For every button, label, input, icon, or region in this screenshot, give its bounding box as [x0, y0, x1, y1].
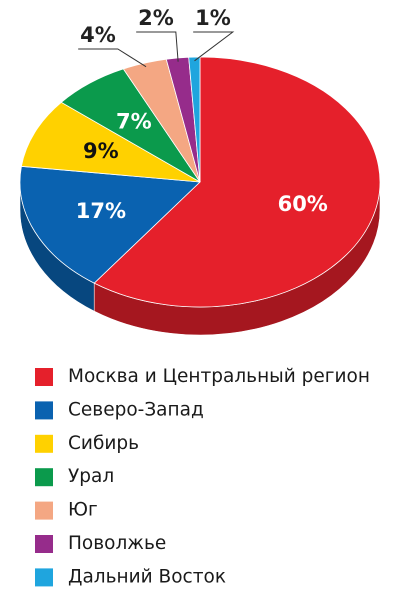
data-label: 60% [278, 192, 328, 216]
legend-label: Поволжье [68, 533, 166, 554]
legend-swatch [35, 535, 53, 553]
legend-label: Урал [68, 466, 114, 487]
data-label: 9% [83, 139, 119, 163]
pie-slice [20, 101, 201, 183]
pie-slice [93, 56, 381, 308]
data-label: 7% [116, 110, 152, 134]
data-label: 4% [80, 23, 116, 47]
legend-label: Северо-Запад [68, 399, 204, 420]
legend-swatch [35, 368, 53, 386]
legend-label: Москва и Центральный регион [68, 366, 370, 387]
legend-label: Сибирь [68, 433, 139, 454]
data-label: 17% [76, 199, 126, 223]
legend-label: Юг [68, 500, 98, 521]
legend-swatch [35, 468, 53, 487]
legend-swatch [35, 501, 53, 520]
data-label: 2% [138, 6, 174, 30]
legend-swatch [35, 568, 53, 587]
legend-swatch [35, 434, 53, 453]
legend-label: Дальний Восток [68, 566, 226, 587]
leader-line [78, 48, 147, 68]
legend-swatch [35, 401, 53, 420]
leader-line [193, 31, 235, 62]
leader-line [136, 31, 179, 62]
pie-slice [19, 165, 201, 284]
data-label: 1% [195, 6, 231, 30]
